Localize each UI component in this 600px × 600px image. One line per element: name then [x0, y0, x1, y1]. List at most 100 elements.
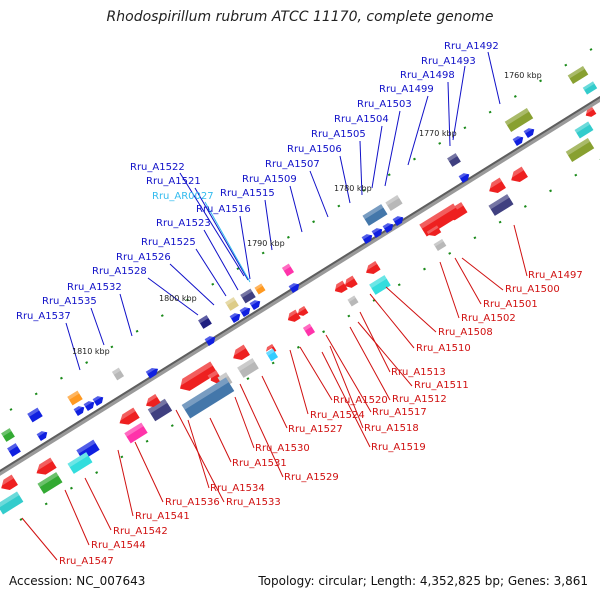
gene-label-rru-a1516[interactable]: Rru_A1516: [196, 204, 251, 215]
gene-label-rru-a1537[interactable]: Rru_A1537: [16, 311, 71, 322]
gene-block-rev-35: [0, 474, 18, 490]
gene-label-rru-a1505[interactable]: Rru_A1505: [311, 129, 366, 140]
gene-label-rru-a1520[interactable]: Rru_A1520: [333, 395, 388, 406]
gene-block-rev-36: [0, 491, 24, 515]
gene-label-rru-a1509[interactable]: Rru_A1509: [242, 174, 297, 185]
gene-label-rru-a1531[interactable]: Rru_A1531: [232, 458, 287, 469]
gene-highlight: [302, 323, 312, 331]
tick-mark-upper: [564, 63, 568, 67]
gene-label-rru-a1524[interactable]: Rru_A1524: [310, 410, 365, 421]
gene-label-rru-a1506[interactable]: Rru_A1506: [287, 144, 342, 155]
gene-label-rru-a1527[interactable]: Rru_A1527: [288, 424, 343, 435]
gene-label-rru-a1500[interactable]: Rru_A1500: [505, 284, 560, 295]
tick-mark-lower: [347, 314, 351, 318]
gene-label-rru-a1535[interactable]: Rru_A1535: [42, 296, 97, 307]
gene-highlight: [504, 108, 530, 126]
label-leader-rev-7: [357, 321, 413, 387]
gene-label-rru-a1519[interactable]: Rru_A1519: [371, 442, 426, 453]
tick-mark-lower: [473, 236, 477, 240]
gene-label-rru-a1498[interactable]: Rru_A1498: [400, 70, 455, 81]
gene-label-rru-ar0027[interactable]: Rru_AR0027: [152, 191, 214, 202]
gene-label-rru-a1493[interactable]: Rru_A1493: [421, 56, 476, 67]
gene-label-rru-a1515[interactable]: Rru_A1515: [220, 188, 275, 199]
gene-label-rru-a1508[interactable]: Rru_A1508: [438, 327, 493, 338]
gene-label-rru-a1518[interactable]: Rru_A1518: [364, 423, 419, 434]
gene-label-rru-a1542[interactable]: Rru_A1542: [113, 526, 168, 537]
gene-label-rru-a1510[interactable]: Rru_A1510: [416, 343, 471, 354]
tick-mark-lower: [44, 502, 48, 506]
gene-body: [419, 203, 461, 237]
gene-block-rev-1: [574, 121, 594, 139]
gene-label-rru-a1502[interactable]: Rru_A1502: [461, 313, 516, 324]
gene-highlight: [124, 422, 144, 437]
gene-block-rev-14: [347, 295, 359, 307]
gene-highlight: [83, 398, 94, 407]
gene-block-rev-26: [181, 377, 235, 419]
gene-label-rru-a1528[interactable]: Rru_A1528: [92, 266, 147, 277]
gene-block-rev-10: [363, 261, 381, 274]
label-leader-rev-8: [349, 326, 391, 401]
gene-label-rru-a1536[interactable]: Rru_A1536: [165, 497, 220, 508]
label-leader-rev-1: [461, 257, 504, 291]
label-leader-rev-15: [234, 396, 255, 449]
tick-mark-upper: [236, 267, 240, 271]
gene-label-rru-a1526[interactable]: Rru_A1526: [116, 252, 171, 263]
gene-label-rru-a1497[interactable]: Rru_A1497: [528, 270, 583, 281]
gene-label-rru-a1533[interactable]: Rru_A1533: [226, 497, 281, 508]
gene-highlight: [237, 358, 255, 372]
gene-block-rev-9: [433, 238, 447, 252]
gene-label-rru-a1513[interactable]: Rru_A1513: [391, 367, 446, 378]
gene-block-rev-3: [486, 177, 506, 193]
label-leader-rev-4: [385, 286, 437, 333]
tick-mark-upper: [186, 298, 189, 302]
gene-label-rru-a1499[interactable]: Rru_A1499: [379, 84, 434, 95]
label-leader-fwd-13: [194, 187, 249, 281]
gene-label-rru-a1512[interactable]: Rru_A1512: [392, 394, 447, 405]
gene-body: [385, 195, 403, 211]
gene-body: [287, 309, 301, 322]
gene-label-rru-a1541[interactable]: Rru_A1541: [135, 511, 190, 522]
gene-label-rru-a1522[interactable]: Rru_A1522: [130, 162, 185, 173]
gene-label-rru-a1523[interactable]: Rru_A1523: [156, 218, 211, 229]
gene-highlight: [285, 309, 298, 319]
gene-block-fwd-14: [288, 280, 300, 294]
gene-block-rev-4: [508, 166, 528, 182]
gene-body: [73, 406, 85, 417]
gene-highlight: [67, 452, 89, 468]
gene-block-rev-2: [583, 106, 597, 117]
gene-label-rru-a1492[interactable]: Rru_A1492: [444, 41, 499, 52]
kbp-label-1760: 1760 kbp: [504, 71, 542, 80]
gene-block-rev-13: [332, 280, 348, 293]
gene-block-rev-22: [237, 358, 259, 378]
gene-label-rru-a1507[interactable]: Rru_A1507: [265, 159, 320, 170]
gene-body: [83, 401, 95, 412]
gene-label-rru-a1532[interactable]: Rru_A1532: [67, 282, 122, 293]
gene-label-rru-a1521[interactable]: Rru_A1521: [146, 176, 201, 187]
gene-highlight: [111, 367, 121, 375]
gene-label-rru-a1544[interactable]: Rru_A1544: [91, 540, 146, 551]
tick-mark-lower: [271, 361, 275, 365]
gene-block-fwd-0: [504, 108, 534, 132]
gene-label-rru-a1534[interactable]: Rru_A1534: [210, 483, 265, 494]
gene-label-rru-a1503[interactable]: Rru_A1503: [357, 99, 412, 110]
genome-backbone: [0, 96, 600, 476]
gene-body: [1, 428, 15, 442]
gene-label-rru-a1511[interactable]: Rru_A1511: [414, 380, 469, 391]
gene-label-rru-a1517[interactable]: Rru_A1517: [372, 407, 427, 418]
gene-label-rru-a1504[interactable]: Rru_A1504: [334, 114, 389, 125]
gene-label-rru-a1529[interactable]: Rru_A1529: [284, 472, 339, 483]
gene-highlight: [27, 407, 40, 417]
gene-highlight: [426, 225, 439, 235]
gene-label-rru-a1547[interactable]: Rru_A1547: [59, 556, 114, 567]
gene-body: [504, 108, 534, 132]
gene-label-rru-a1530[interactable]: Rru_A1530: [255, 443, 310, 454]
gene-highlight: [332, 280, 345, 290]
gene-body: [204, 336, 216, 347]
gene-label-rru-a1501[interactable]: Rru_A1501: [483, 299, 538, 310]
tick-marks: [9, 48, 600, 521]
label-leader-fwd-18: [147, 277, 199, 316]
label-leader-rev-20: [134, 441, 164, 503]
gene-highlight: [488, 194, 510, 210]
gene-label-rru-a1525[interactable]: Rru_A1525: [141, 237, 196, 248]
